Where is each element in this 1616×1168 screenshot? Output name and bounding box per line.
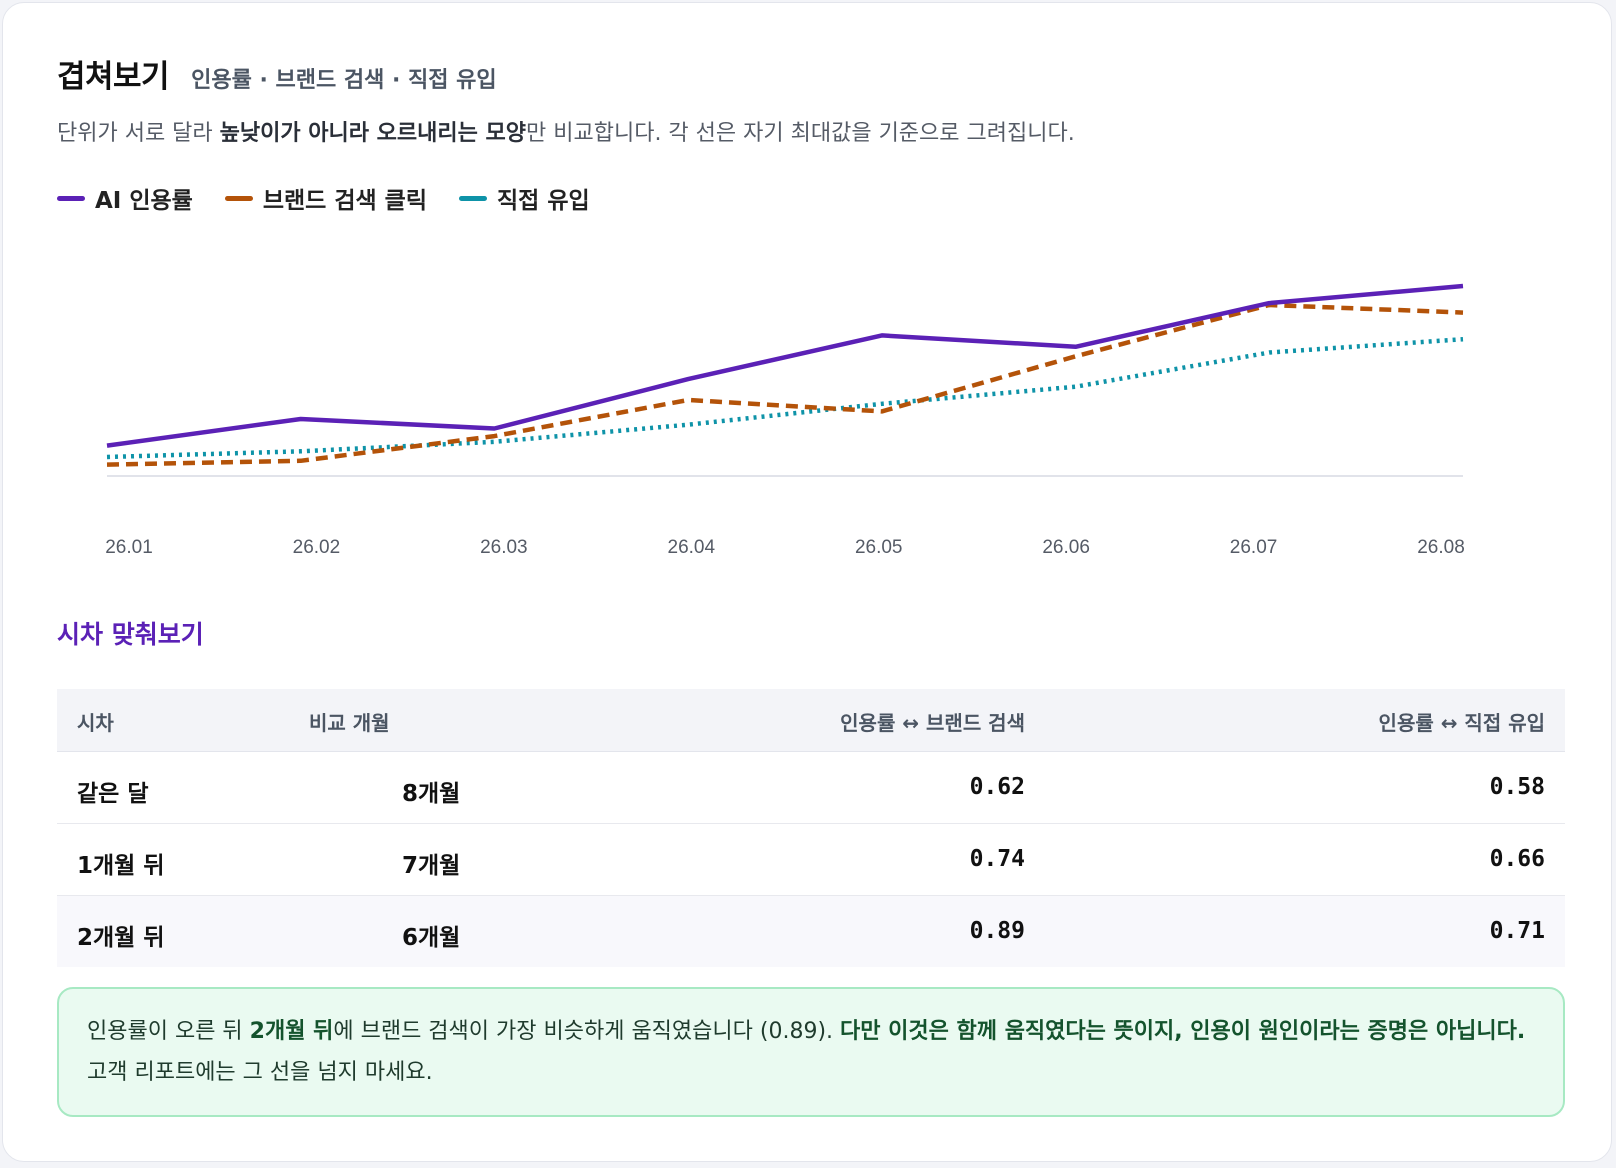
x-tick-label: 26.06	[1042, 537, 1090, 558]
cell-direct-corr: 0.71	[1489, 918, 1545, 944]
legend-swatch-citation	[57, 195, 85, 201]
lag-section-title: 시차 맞춰보기	[57, 620, 204, 649]
cell-lag: 1개월 뒤	[77, 853, 165, 879]
description-text-2: 만 비교합니다. 각 선은 자기 최대값을 기준으로 그려집니다.	[526, 121, 1075, 146]
header-lag: 시차	[77, 711, 114, 735]
header-brand-corr: 인용률 ↔ 브랜드 검색	[840, 711, 1025, 735]
table-row: 2개월 뒤 6개월 0.89 0.71	[57, 896, 1565, 967]
line-chart: 26.01 26.02 26.03 26.04 26.05 26.06 26.07 26.08	[105, 283, 1465, 558]
card-header: 겹쳐보기 인용률 · 브랜드 검색 · 직접 유입	[57, 51, 497, 96]
note-emphasis-1: 2개월 뒤	[249, 1019, 334, 1044]
card-subtitle: 인용률 · 브랜드 검색 · 직접 유입	[191, 68, 497, 93]
cell-direct-corr: 0.66	[1489, 846, 1545, 872]
legend-label-direct: 직접 유입	[497, 188, 590, 214]
cell-months: 8개월	[402, 781, 461, 807]
cell-brand-corr: 0.89	[969, 918, 1025, 944]
note-text-1: 인용률이 오른 뒤	[87, 1019, 250, 1044]
series-line-brand-search	[106, 302, 1464, 467]
cell-months: 7개월	[402, 853, 461, 879]
x-tick-label: 26.08	[1417, 537, 1465, 558]
lag-table: 시차 비교 개월 인용률 ↔ 브랜드 검색 인용률 ↔ 직접 유입 같은 달 8…	[57, 689, 1565, 967]
cell-lag: 같은 달	[77, 781, 149, 807]
note-text-3: 고객 리포트에는 그 선을 넘지 마세요.	[87, 1060, 433, 1085]
cell-months: 6개월	[402, 925, 461, 951]
table-header: 시차 비교 개월 인용률 ↔ 브랜드 검색 인용률 ↔ 직접 유입	[57, 689, 1565, 752]
x-tick-label: 26.04	[668, 537, 716, 558]
card-title: 겹쳐보기	[57, 59, 170, 95]
legend-item-direct: 직접 유입	[459, 181, 590, 215]
x-tick-label: 26.05	[855, 537, 903, 558]
note-emphasis-2: 다만 이것은 함께 움직였다는 뜻이지, 인용이 원인이라는 증명은 아닙니다.	[840, 1019, 1526, 1044]
legend-swatch-direct	[459, 195, 487, 201]
x-tick-label: 26.02	[293, 537, 341, 558]
header-direct-corr: 인용률 ↔ 직접 유입	[1378, 711, 1545, 735]
insight-note: 인용률이 오른 뒤 2개월 뒤에 브랜드 검색이 가장 비슷하게 움직였습니다 …	[57, 987, 1565, 1117]
note-text-2: 에 브랜드 검색이 가장 비슷하게 움직였습니다 (0.89).	[333, 1019, 841, 1044]
description-emphasis: 높낮이가 아니라 오르내리는 모양	[219, 121, 527, 146]
cell-brand-corr: 0.74	[969, 846, 1025, 872]
header-months: 비교 개월	[309, 711, 390, 735]
cell-lag: 2개월 뒤	[77, 925, 165, 951]
series-line-direct	[106, 336, 1464, 460]
chart-description: 단위가 서로 달라 높낮이가 아니라 오르내리는 모양만 비교합니다. 각 선은…	[57, 115, 1075, 147]
legend-item-brand-search: 브랜드 검색 클릭	[224, 181, 427, 215]
x-tick-label: 26.03	[480, 537, 528, 558]
description-text-1: 단위가 서로 달라	[57, 121, 220, 146]
series-line-citation	[106, 283, 1464, 448]
table-row: 1개월 뒤 7개월 0.74 0.66	[57, 824, 1565, 896]
legend-item-citation: AI 인용률	[57, 181, 193, 215]
legend-label-citation: AI 인용률	[95, 188, 193, 214]
x-tick-label: 26.07	[1230, 537, 1278, 558]
chart-legend: AI 인용률 브랜드 검색 클릭 직접 유입	[57, 181, 590, 215]
cell-brand-corr: 0.62	[969, 774, 1025, 800]
cell-direct-corr: 0.58	[1489, 774, 1545, 800]
legend-swatch-brand-search	[224, 195, 253, 201]
x-tick-label: 26.01	[105, 537, 153, 558]
legend-label-brand-search: 브랜드 검색 클릭	[262, 188, 427, 214]
table-row: 같은 달 8개월 0.62 0.58	[57, 752, 1565, 824]
